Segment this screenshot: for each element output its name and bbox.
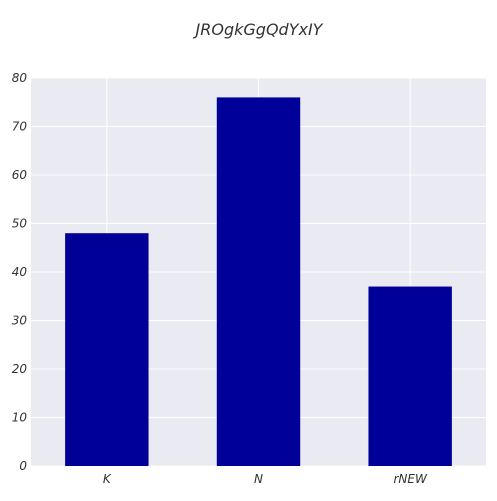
y-tick-label: 20 <box>12 362 28 376</box>
y-tick-label: 40 <box>12 265 28 279</box>
y-tick-label: 0 <box>19 459 27 473</box>
x-tick-label: N <box>254 472 263 486</box>
x-tick-label: K <box>103 472 112 486</box>
y-tick-label: 70 <box>12 120 28 134</box>
y-tick-label: 30 <box>12 314 28 328</box>
y-tick-label: 80 <box>12 71 28 85</box>
x-tick-label: rNEW <box>393 472 427 486</box>
chart-title: JROgkGgQdYxIY <box>193 20 324 39</box>
y-tick-label: 50 <box>12 217 28 231</box>
y-tick-label: 60 <box>12 168 28 182</box>
bar-rnew <box>368 287 451 466</box>
bar-k <box>65 233 148 466</box>
bar-n <box>217 97 300 466</box>
y-axis-ticks: 0 10 20 30 40 50 60 70 80 <box>12 71 28 473</box>
y-tick-label: 10 <box>12 411 28 425</box>
